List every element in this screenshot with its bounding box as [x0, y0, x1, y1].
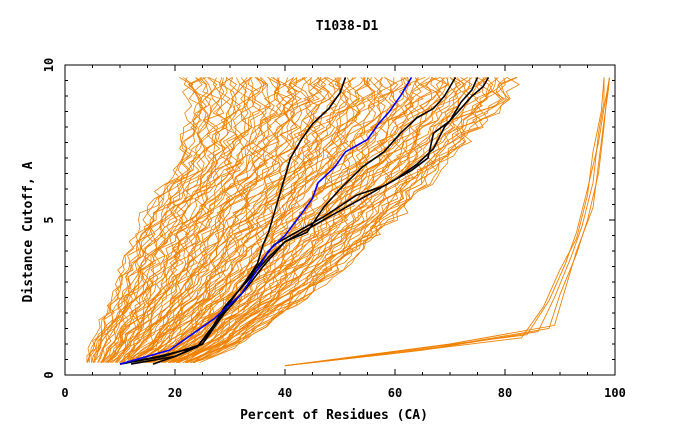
x-tick-label: 60 [388, 386, 402, 400]
model-curve [107, 77, 252, 363]
outlier-curve [284, 77, 605, 367]
series-line [119, 76, 413, 365]
model-curve [163, 77, 414, 363]
model-curve [186, 77, 490, 363]
model-curve [116, 77, 272, 363]
model-curve [120, 77, 301, 363]
model-curve [139, 77, 350, 363]
model-curve [128, 77, 321, 363]
model-curve [90, 77, 212, 363]
model-curve [135, 77, 336, 363]
x-tick-label: 0 [61, 386, 68, 400]
x-tick-label: 20 [168, 386, 182, 400]
y-axis-ticks: 0 5 10 [42, 58, 615, 379]
y-tick-label: 5 [42, 216, 56, 223]
model-curve [148, 77, 384, 363]
model-curve [138, 77, 343, 363]
y-axis-label: Distance Cutoff, A [21, 161, 36, 302]
y-tick-label: 0 [42, 371, 56, 378]
x-axis-ticks: 0 20 40 60 80 100 [61, 65, 626, 400]
model-curve [168, 77, 441, 363]
model-curve [147, 77, 376, 363]
model-curve [121, 77, 297, 363]
model-curve [127, 77, 313, 363]
model-curve [199, 77, 521, 363]
model-curve [100, 77, 228, 363]
highlighted-series [119, 76, 490, 365]
bulk-model-curves [86, 77, 521, 363]
model-curve [86, 77, 201, 363]
x-axis-label: Percent of Residues (CA) [240, 408, 428, 423]
x-tick-label: 80 [498, 386, 512, 400]
outlier-model-curves [284, 77, 610, 367]
model-curve [144, 77, 373, 363]
model-curve [105, 77, 254, 363]
model-curve [176, 77, 448, 363]
model-curve [153, 77, 385, 363]
model-curve [103, 77, 237, 363]
model-curve [136, 77, 336, 363]
x-tick-label: 100 [604, 386, 626, 400]
y-tick-label: 10 [42, 58, 56, 72]
model-curve [171, 77, 447, 363]
outlier-curve [284, 77, 605, 367]
series-line [119, 76, 490, 365]
model-curve [100, 77, 242, 363]
model-curve [189, 77, 503, 363]
series-line [130, 77, 347, 365]
model-curve [185, 77, 488, 363]
model-curve [116, 77, 285, 363]
model-curve [145, 77, 366, 363]
model-curve [144, 77, 360, 363]
model-curve [102, 77, 231, 363]
model-curve [185, 77, 473, 363]
model-curve [111, 77, 280, 363]
model-curve [121, 77, 287, 363]
model-curve [98, 77, 225, 363]
model-curve [187, 77, 489, 363]
model-curve [192, 77, 499, 363]
model-curve [155, 77, 408, 363]
model-curve [148, 77, 371, 363]
outlier-curve [284, 77, 610, 367]
model-curve [143, 77, 357, 363]
model-curve [136, 77, 349, 363]
model-curve [177, 77, 458, 363]
model-curve [185, 77, 486, 363]
model-curve [123, 77, 302, 363]
model-curve [131, 77, 330, 363]
model-curve [193, 77, 517, 363]
model-curve [175, 77, 457, 363]
x-tick-label: 40 [278, 386, 292, 400]
chart-title: T1038-D1 [316, 19, 379, 34]
model-curve [88, 77, 207, 363]
model-curve [93, 77, 210, 363]
model-curve [104, 77, 254, 363]
